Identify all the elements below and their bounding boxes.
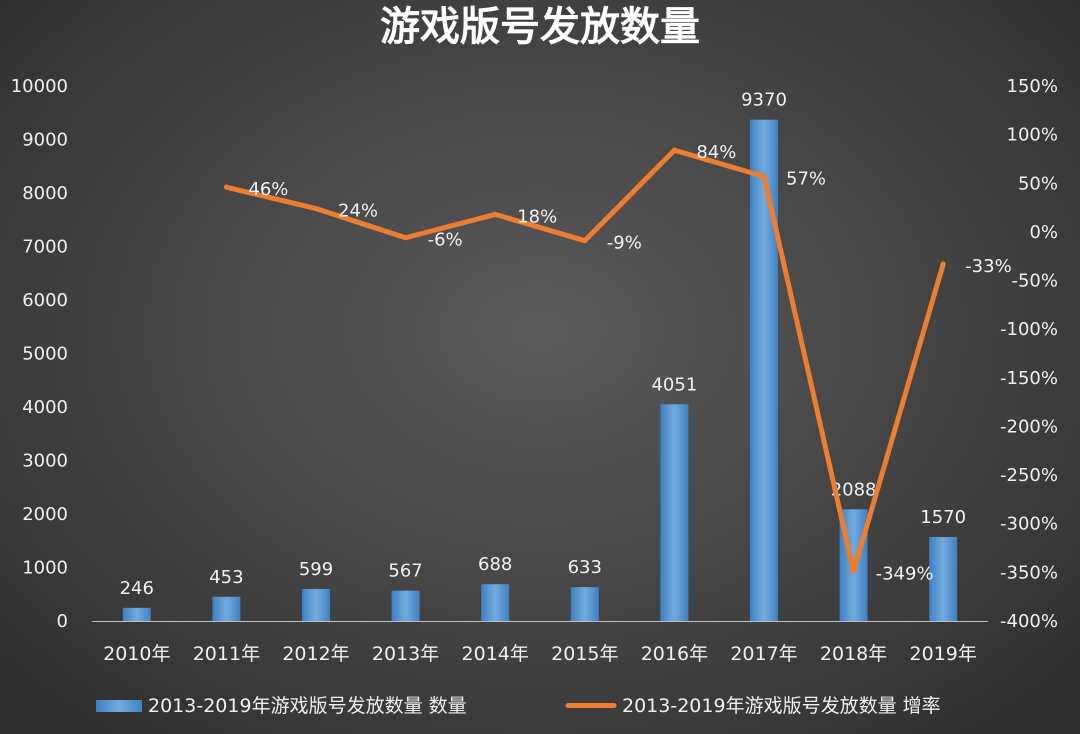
x-tick-label: 2016年 (641, 643, 708, 665)
bar (302, 588, 330, 621)
y-left-tick-label: 0 (57, 611, 68, 632)
bar-data-label: 2088 (831, 479, 877, 500)
y-left-tick-label: 9000 (22, 130, 68, 151)
y-right-tick-label: -100% (1000, 319, 1058, 340)
y-left-tick-label: 1000 (22, 558, 68, 579)
line-data-label: -33% (965, 256, 1012, 277)
x-tick-label: 2017年 (730, 643, 797, 665)
bar-data-label: 246 (120, 578, 154, 599)
line-data-label: -6% (428, 230, 463, 251)
bar-data-label: 4051 (651, 374, 697, 395)
bar (750, 119, 778, 621)
y-right-tick-label: -150% (1000, 368, 1058, 389)
y-left-tick-label: 3000 (22, 451, 68, 472)
line-point (313, 206, 319, 212)
y-right-tick-label: 150% (1007, 76, 1058, 97)
y-left-tick-label: 7000 (22, 237, 68, 258)
legend-label: 2013-2019年游戏版号发放数量 增率 (622, 695, 941, 717)
chart-marks: 0 1000 2000 3000 4000 5000 6000 7000 8000 9000 100… (11, 76, 1058, 717)
bar (660, 404, 689, 621)
bar-data-label: 633 (568, 557, 602, 578)
line-data-label: -9% (607, 233, 642, 254)
line-point (223, 184, 229, 190)
y-right-tick-label: -400% (1000, 611, 1058, 632)
chart-title: 游戏版号发放数量 (380, 3, 700, 50)
bar-data-label: 688 (478, 554, 512, 575)
bar (570, 587, 599, 621)
line-data-label: 18% (517, 206, 557, 227)
x-tick-label: 2011年 (193, 643, 260, 665)
x-tick-label: 2014年 (462, 643, 529, 665)
bar (212, 596, 241, 621)
bar-data-label: 1570 (920, 507, 966, 528)
y-right-tick-label: 50% (1018, 173, 1058, 194)
y-right-tick-label: -200% (1000, 416, 1058, 437)
legend-bar-swatch (96, 700, 142, 712)
y-left-tick-label: 2000 (22, 504, 68, 525)
line-point (671, 147, 677, 153)
line-point (761, 173, 767, 179)
y-right-tick-label: 0% (1029, 222, 1058, 243)
line-point (851, 568, 857, 574)
y-right-tick-label: -300% (1000, 514, 1058, 535)
line-data-label: -349% (876, 563, 934, 584)
y-right-tick-label: -50% (1011, 271, 1058, 292)
bar-data-label: 453 (209, 567, 243, 588)
y-left-tick-label: 4000 (22, 397, 68, 418)
x-tick-label: 2015年 (551, 643, 618, 665)
line-point (492, 211, 498, 217)
y-right-tick-label: -350% (1000, 562, 1058, 583)
y-left-tick-label: 6000 (22, 290, 68, 311)
line-data-label: 57% (786, 168, 826, 189)
bar (122, 607, 151, 621)
bar-data-label: 567 (388, 561, 422, 582)
line-data-label: 24% (338, 201, 378, 222)
line-data-label: 46% (248, 179, 288, 200)
bar (929, 537, 958, 621)
y-right-tick-label: -250% (1000, 465, 1058, 486)
bar (391, 590, 420, 621)
bar (481, 584, 510, 621)
legend-label: 2013-2019年游戏版号发放数量 数量 (148, 695, 467, 717)
x-tick-label: 2010年 (103, 643, 170, 665)
line-point (940, 261, 946, 267)
y-left-tick-label: 5000 (22, 344, 68, 365)
y-left-tick-label: 10000 (11, 76, 68, 97)
line-series (223, 147, 946, 574)
y-left-tick-label: 8000 (22, 183, 68, 204)
y-right-tick-label: 100% (1007, 125, 1058, 146)
line-data-label: 84% (696, 142, 736, 163)
bar-data-label: 9370 (741, 90, 787, 111)
line-point (403, 235, 409, 241)
x-tick-label: 2012年 (282, 643, 349, 665)
x-tick-label: 2019年 (910, 643, 977, 665)
x-tick-label: 2018年 (820, 643, 887, 665)
x-tick-label: 2013年 (372, 643, 439, 665)
line-point (582, 238, 588, 244)
bar-data-label: 599 (299, 559, 333, 580)
